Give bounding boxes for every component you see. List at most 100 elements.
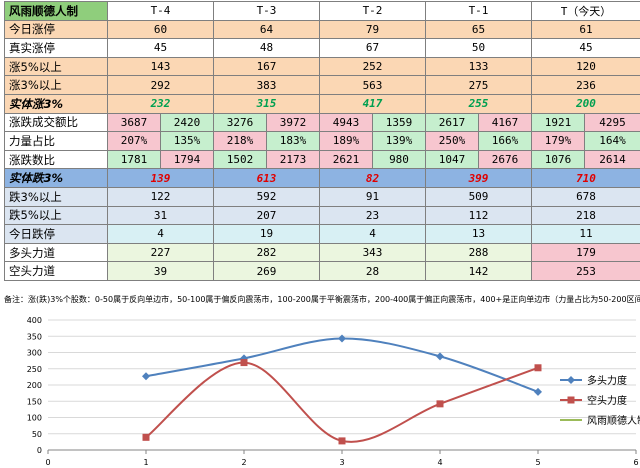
up-value-cell: 189% (319, 131, 373, 151)
row-label: 涨5%以上 (4, 56, 108, 77)
down-value-cell: 183% (266, 131, 320, 151)
legend-marker (567, 376, 575, 384)
value-cell: 31 (107, 205, 214, 226)
y-tick-label: 400 (27, 316, 42, 325)
up-value-cell: 1047 (425, 149, 479, 170)
up-value-cell: 4943 (319, 112, 373, 133)
down-value-cell: 4167 (478, 112, 532, 133)
down-value-cell: 1359 (372, 112, 426, 133)
series-line-1 (145, 361, 539, 443)
down-value-cell: 980 (372, 149, 426, 170)
row-force-ratio: 力量占比 207% 135% 218% 183% 189% 139% 250% 166% 179%… (4, 131, 640, 151)
value-cell: 200 (531, 93, 640, 114)
down-value-cell: 166% (478, 131, 532, 151)
x-tick-label: 1 (143, 458, 148, 467)
row-real-limit-up: 真实涨停 45 48 67 50 45 (4, 38, 640, 58)
up-value-cell: 218% (213, 131, 267, 151)
value-cell: 4 (319, 224, 426, 244)
y-tick-label: 250 (27, 365, 42, 374)
down-value-cell: 139% (372, 131, 426, 151)
value-cell: 167 (213, 56, 320, 77)
force-value-cell: 227 (107, 242, 214, 263)
series-line-0 (145, 337, 539, 393)
y-tick-label: 0 (37, 446, 42, 455)
data-point-bull (142, 372, 150, 381)
up-value-cell: 1076 (531, 149, 585, 170)
row-label: 跌5%以上 (4, 205, 108, 226)
row-limit-up: 今日涨停 60 64 79 65 61 (4, 19, 640, 40)
value-cell: 19 (213, 224, 320, 244)
table-note: 备注：涨(跌)3%个股数：0-50属于反向单边市，50-100属于偏反向震荡市，… (4, 295, 640, 304)
up-value-cell: 179% (531, 131, 585, 151)
value-cell: 48 (213, 38, 320, 58)
value-cell: 255 (425, 93, 532, 114)
row-limit-down: 今日跌停 4 19 4 13 11 (4, 224, 640, 244)
value-cell: 60 (107, 19, 214, 40)
x-tick-label: 0 (45, 458, 50, 467)
value-cell: 61 (531, 19, 640, 40)
value-cell: 710 (531, 168, 640, 188)
x-tick-label: 6 (633, 458, 638, 467)
down-value-cell: 164% (584, 131, 640, 151)
value-cell: 509 (425, 186, 532, 207)
value-cell: 139 (107, 168, 214, 188)
force-value-cell: 39 (107, 261, 214, 281)
down-value-cell: 2173 (266, 149, 320, 170)
row-label: 今日跌停 (4, 224, 108, 244)
down-value-cell: 1794 (160, 149, 214, 170)
value-cell: 13 (425, 224, 532, 244)
force-line-chart: 0 50 100 150 200 250 300 350 400 0 1 2 3 4 5 6 多头力度空头力度风… (27, 316, 640, 467)
value-cell: 65 (425, 19, 532, 40)
up-value-cell: 1921 (531, 112, 585, 133)
value-cell: 399 (425, 168, 532, 188)
row-label: 多头力道 (4, 242, 108, 263)
row-label: 实体跌3% (4, 168, 108, 188)
row-label: 跌3%以上 (4, 186, 108, 207)
force-value-cell: 269 (213, 261, 320, 281)
force-value-cell: 343 (319, 242, 426, 263)
market-stats-table: 风雨顺德人制 T-4 T-3 T-2 T-1 T（今天） 今日涨停 60 64 79 6… (4, 1, 640, 281)
col-header-t1: T-1 (425, 1, 532, 21)
row-label: 涨3%以上 (4, 75, 108, 95)
up-value-cell: 250% (425, 131, 479, 151)
value-cell: 67 (319, 38, 426, 58)
legend-label: 风雨顺德人制 (587, 414, 640, 427)
data-point-bear (338, 437, 346, 445)
row-solid-down-3pct: 实体跌3% 139 613 82 399 710 (4, 168, 640, 188)
value-cell: 218 (531, 205, 640, 226)
force-value-cell: 28 (319, 261, 426, 281)
value-cell: 45 (531, 38, 640, 58)
up-value-cell: 3276 (213, 112, 267, 133)
value-cell: 207 (213, 205, 320, 226)
up-value-cell: 1781 (107, 149, 161, 170)
value-cell: 133 (425, 56, 532, 77)
value-cell: 613 (213, 168, 320, 188)
value-cell: 122 (107, 186, 214, 207)
col-header-today: T（今天） (531, 1, 640, 21)
value-cell: 232 (107, 93, 214, 114)
data-point-bear (436, 400, 444, 408)
row-label: 力量占比 (4, 131, 108, 151)
up-value-cell: 2617 (425, 112, 479, 133)
row-label: 涨跌数比 (4, 149, 108, 170)
value-cell: 678 (531, 186, 640, 207)
value-cell: 315 (213, 93, 320, 114)
legend-label: 空头力度 (587, 394, 627, 407)
legend-marker (567, 396, 575, 404)
row-label: 实体涨3% (4, 93, 108, 114)
force-value-cell: 288 (425, 242, 532, 263)
row-down-5pct: 跌5%以上 31 207 23 112 218 (4, 205, 640, 226)
data-point-bull (436, 352, 444, 361)
force-value-cell: 142 (425, 261, 532, 281)
row-bull-force: 多头力道 227 282 343 288 179 (4, 242, 640, 263)
y-tick-label: 150 (27, 397, 42, 406)
value-cell: 112 (425, 205, 532, 226)
down-value-cell: 135% (160, 131, 214, 151)
y-tick-label: 200 (27, 381, 42, 390)
row-label: 涨跌成交额比 (4, 112, 108, 133)
value-cell: 143 (107, 56, 214, 77)
row-label: 空头力道 (4, 261, 108, 281)
y-tick-label: 100 (27, 414, 42, 423)
x-tick-label: 3 (339, 458, 344, 467)
value-cell: 417 (319, 93, 426, 114)
